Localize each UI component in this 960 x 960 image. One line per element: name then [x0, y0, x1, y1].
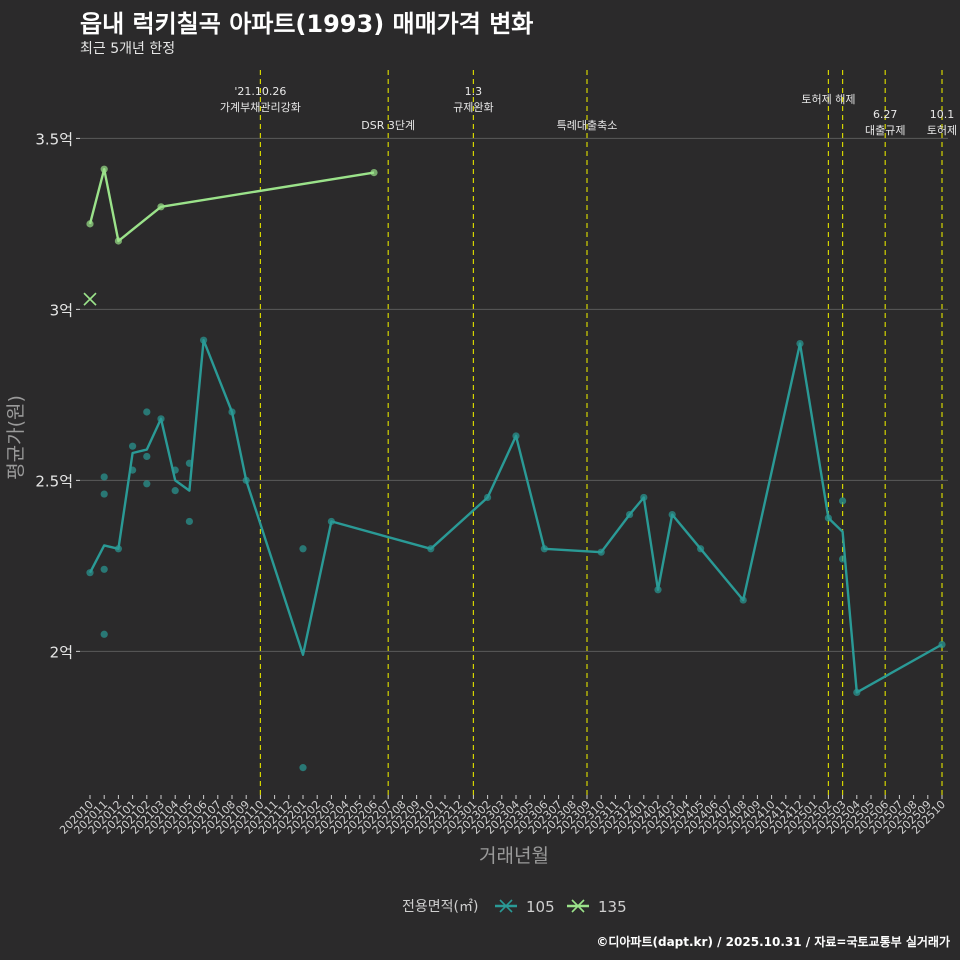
y-tick-label: 2억: [50, 643, 73, 661]
point-105: [129, 442, 137, 450]
event-label: 특례대출축소: [557, 119, 618, 132]
point-105: [100, 630, 108, 638]
point-135: [370, 168, 378, 177]
point-105: [299, 764, 307, 772]
source-caption: ©디아파트(dapt.kr) / 2025.10.31 / 자료=국토교통부 실…: [596, 935, 950, 949]
line-105: [88, 339, 943, 694]
event-label: '21.10.26: [234, 85, 286, 98]
legend-layer: 전용면적(㎡) 105 135: [402, 898, 627, 916]
axis-layer: 2억2.5억3억3.5억2020102020112020122021012021…: [5, 130, 948, 867]
y-tick-label: 3억: [50, 301, 73, 319]
line-135: [88, 168, 375, 243]
event-label: 6.27: [873, 108, 898, 121]
point-105: [100, 565, 108, 573]
legend-cross-135: [571, 899, 585, 913]
legend-title: 전용면적(㎡): [402, 899, 478, 915]
event-label: 가계부채관리강화: [220, 101, 301, 114]
event-label: 10.1: [930, 108, 955, 121]
event-label: 토허제 해제: [801, 92, 855, 106]
grid-layer: [80, 137, 948, 652]
event-label: 규제완화: [453, 101, 493, 114]
legend-cross-105: [499, 899, 513, 913]
chart-title: 읍내 럭키칠곡 아파트(1993) 매매가격 변화: [80, 10, 534, 38]
legend-label-135: 135: [598, 898, 627, 916]
point-105: [185, 517, 193, 526]
y-tick-label: 2.5억: [35, 472, 73, 490]
y-tick-label: 3.5억: [35, 130, 73, 148]
point-105: [171, 487, 179, 495]
chart-subtitle: 최근 5개년 한정: [80, 41, 176, 57]
y-axis-title: 평균가(원): [5, 395, 27, 480]
point-105: [839, 497, 847, 505]
point-105: [299, 545, 307, 553]
point-105: [100, 490, 108, 498]
event-label: DSR 3단계: [361, 119, 415, 132]
point-105: [143, 452, 151, 461]
cross-mark-135: [83, 292, 97, 306]
legend-label-105: 105: [526, 898, 555, 916]
point-105: [143, 480, 151, 488]
event-label: 대출규제: [865, 124, 905, 137]
event-label: 1.3: [465, 85, 483, 98]
x-axis-title: 거래년월: [479, 845, 549, 867]
point-105: [100, 473, 108, 481]
event-label: 토허제: [927, 124, 957, 137]
series-layer: [83, 165, 946, 772]
point-105: [143, 408, 151, 416]
